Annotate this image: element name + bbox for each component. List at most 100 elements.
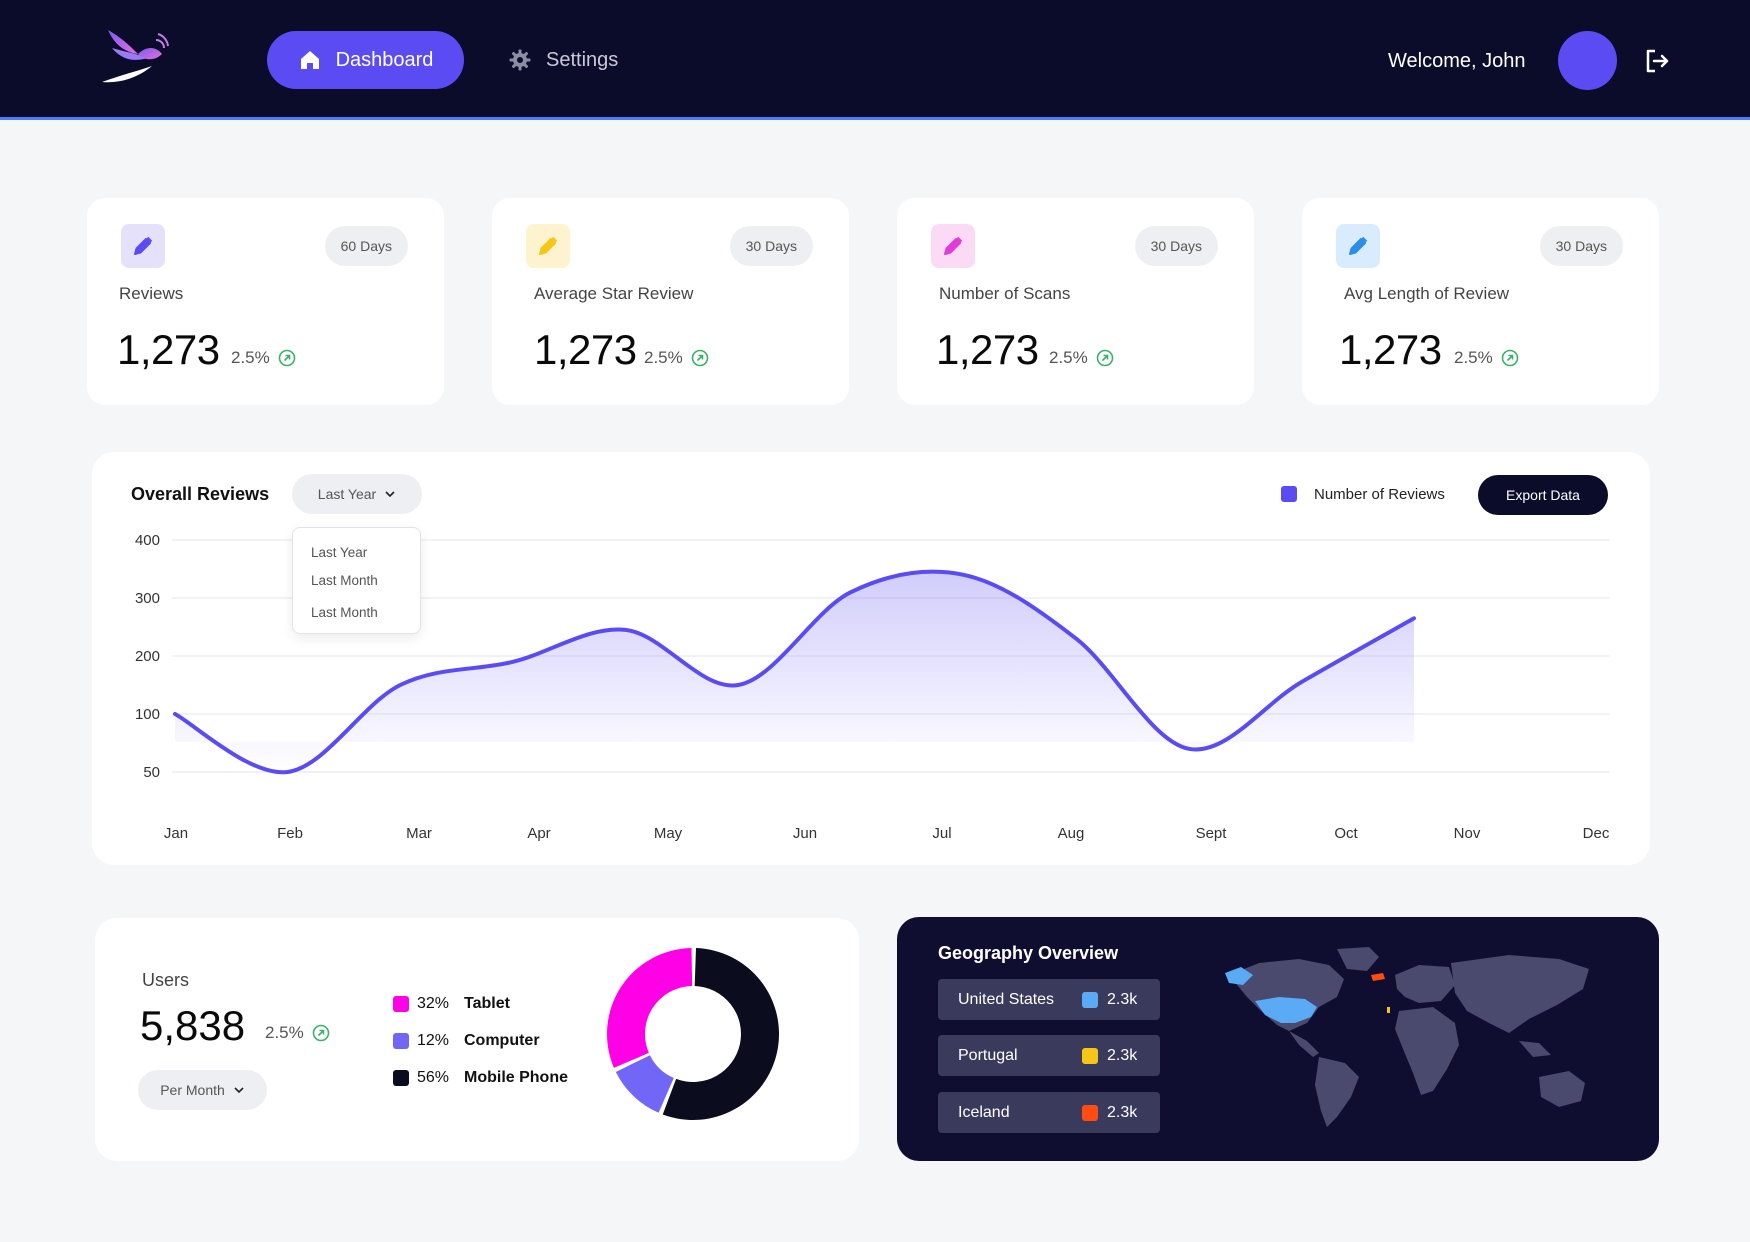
data-point — [397, 682, 403, 688]
stat-card-avg-length-of-review: 30 Days Avg Length of Review 1,273 2.5% — [1302, 198, 1659, 405]
users-label: Users — [142, 970, 190, 990]
stat-label: Avg Length of Review — [1344, 284, 1510, 303]
x-tick-label: Jul — [932, 825, 951, 842]
map-central-america — [1289, 1031, 1319, 1057]
range-dropdown-value: Last Year — [317, 486, 377, 502]
map-australia — [1539, 1071, 1585, 1107]
country-row[interactable]: Iceland 2.3k — [938, 1092, 1160, 1133]
legend-label: Number of Reviews — [1314, 486, 1445, 503]
users-panel: Users 5,838 2.5% Per Month 32% Tablet 12… — [95, 918, 859, 1161]
pencil-icon — [944, 236, 963, 255]
stat-value: 1,273 — [534, 326, 637, 373]
logout-icon[interactable] — [1643, 47, 1671, 75]
users-change-value: 2.5% — [265, 1023, 304, 1042]
y-tick-label: 50 — [143, 764, 160, 781]
x-tick-label: Nov — [1454, 825, 1481, 842]
country-row[interactable]: Portugal 2.3k — [938, 1035, 1160, 1076]
range-dropdown[interactable]: Last Year — [292, 474, 422, 514]
pencil-icon — [134, 236, 153, 255]
data-point — [623, 627, 629, 633]
map-north-america — [1229, 959, 1344, 1031]
stat-card-number-of-scans: 30 Days Number of Scans 1,273 2.5% — [897, 198, 1254, 405]
users-value: 5,838 — [140, 1002, 246, 1049]
country-value: 2.3k — [1107, 1103, 1138, 1121]
stat-icon-box — [931, 224, 975, 268]
stat-icon-box — [1336, 224, 1380, 268]
country-row[interactable]: United States 2.3k — [938, 979, 1160, 1020]
period-dropdown[interactable]: Per Month — [138, 1070, 267, 1110]
map-africa — [1395, 1007, 1459, 1095]
trend-up-icon — [1096, 349, 1114, 367]
x-tick-label: Mar — [406, 825, 432, 842]
stat-change-value: 2.5% — [1049, 348, 1088, 367]
country-value: 2.3k — [1107, 1046, 1138, 1064]
x-tick-label: Sept — [1196, 825, 1228, 842]
map-portugal — [1387, 1007, 1390, 1013]
export-data-button[interactable]: Export Data — [1478, 475, 1608, 515]
device-donut-chart — [607, 948, 779, 1120]
chevron-down-icon — [234, 1087, 244, 1094]
y-tick-label: 300 — [135, 590, 160, 607]
data-point — [1186, 746, 1192, 752]
nav-settings-button[interactable]: Settings — [508, 40, 618, 80]
trend-up-icon — [278, 349, 296, 367]
stat-value: 1,273 — [1339, 326, 1442, 373]
nav-settings-label: Settings — [546, 48, 619, 71]
period-dropdown-value: Per Month — [160, 1082, 225, 1098]
data-point — [1073, 636, 1079, 642]
x-tick-label: Jan — [164, 825, 188, 842]
y-tick-label: 100 — [135, 706, 160, 723]
stat-change-value: 2.5% — [231, 348, 270, 367]
trend-up-icon — [1501, 349, 1519, 367]
geography-panel: Geography Overview United States 2.3k Po… — [897, 917, 1659, 1161]
nav-dashboard-button[interactable]: Dashboard — [267, 31, 464, 89]
user-avatar[interactable] — [1558, 31, 1617, 90]
stat-label: Reviews — [119, 284, 184, 303]
country-name: United States — [958, 990, 1055, 1008]
bird-logo-icon — [102, 30, 169, 83]
top-navigation-bar: Dashboard Settings Welcome, John — [0, 0, 1750, 120]
data-point — [285, 769, 291, 775]
map-iceland — [1371, 973, 1385, 981]
data-point — [960, 572, 966, 578]
stat-period-badge[interactable]: 30 Days — [729, 226, 813, 266]
country-swatch — [1082, 1105, 1098, 1121]
range-option[interactable]: Last Month — [311, 573, 378, 588]
users-change: 2.5% — [265, 1023, 330, 1043]
legend-swatch — [393, 996, 409, 1012]
map-south-america — [1315, 1057, 1359, 1127]
stat-period-badge[interactable]: 60 Days — [324, 226, 408, 266]
x-tick-label: May — [654, 825, 683, 842]
map-greenland — [1337, 947, 1379, 971]
donut-slice — [662, 948, 779, 1120]
pencil-icon — [1349, 236, 1368, 255]
stat-icon-box — [526, 224, 570, 268]
reviews-title: Overall Reviews — [131, 484, 270, 504]
data-point — [1298, 679, 1304, 685]
stat-period-badge[interactable]: 30 Days — [1134, 226, 1218, 266]
data-point — [172, 711, 178, 717]
country-name: Iceland — [958, 1103, 1010, 1121]
stat-change: 2.5% — [644, 348, 709, 368]
x-tick-label: Apr — [527, 825, 550, 842]
overall-reviews-panel: 400 300 200 100 50 Jan Feb Mar Apr May Jun Jul Aug Se… — [92, 452, 1650, 865]
welcome-text: Welcome, John — [1388, 50, 1526, 72]
series-line — [173, 569, 1416, 775]
range-option[interactable]: Last Year — [311, 545, 368, 560]
stat-period-badge[interactable]: 30 Days — [1539, 226, 1623, 266]
chevron-down-icon — [385, 491, 395, 498]
device-percent: 32% — [417, 995, 450, 1012]
legend-swatch — [393, 1033, 409, 1049]
stat-change: 2.5% — [1049, 348, 1114, 368]
x-tick-label: Jun — [793, 825, 817, 842]
data-point — [510, 659, 516, 665]
x-tick-label: Oct — [1334, 825, 1358, 842]
data-point — [735, 682, 741, 688]
pencil-icon — [539, 236, 558, 255]
range-option[interactable]: Last Month — [311, 605, 378, 620]
x-tick-label: Dec — [1583, 825, 1610, 842]
world-map — [1225, 947, 1589, 1127]
data-point — [1411, 615, 1417, 621]
donut-slice — [607, 948, 693, 1068]
map-alaska — [1225, 967, 1253, 985]
